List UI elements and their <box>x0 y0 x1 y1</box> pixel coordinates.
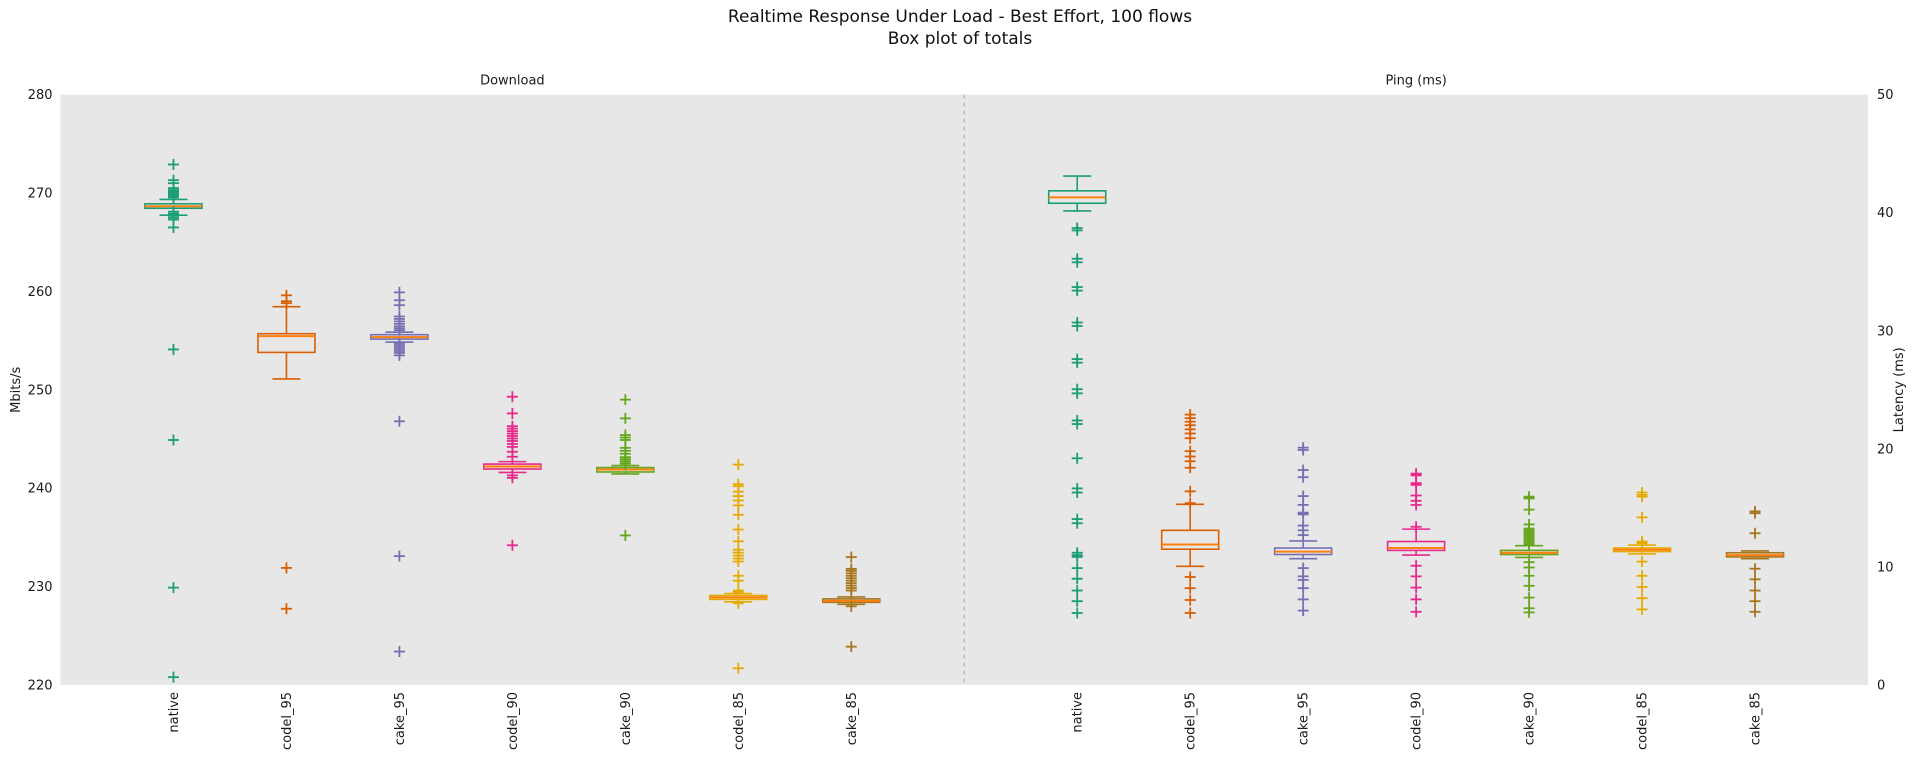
y-tick-label: 50 <box>1877 88 1894 103</box>
box-codel_85 <box>709 459 768 674</box>
chart-title: Realtime Response Under Load - Best Effo… <box>727 7 1193 27</box>
y-tick-label: 250 <box>28 383 53 398</box>
x-tick-label: codel_85 <box>1636 692 1651 750</box>
box-codel_95 <box>257 289 316 615</box>
box-native <box>1047 175 1107 619</box>
box-codel_90 <box>483 391 542 551</box>
x-tick-label: native <box>167 692 182 733</box>
box-cake_90 <box>596 394 655 541</box>
panel-title: Download <box>480 74 545 89</box>
iqr-box <box>1386 540 1446 552</box>
y-tick-label: 230 <box>28 580 53 595</box>
x-tick-label: codel_95 <box>1184 692 1199 750</box>
x-tick-label: native <box>1071 692 1086 733</box>
x-tick-label: cake_85 <box>1749 692 1764 745</box>
box-codel_85 <box>1612 487 1672 615</box>
panel-ping-ms-: Ping (ms) 0 10 20 30 40 50 Latency (ms) native co… <box>1047 74 1907 750</box>
y-tick-label: 0 <box>1877 679 1885 694</box>
x-tick-label: codel_85 <box>732 692 747 750</box>
y-axis-label: Latency (ms) <box>1892 347 1907 432</box>
y-tick-label: 10 <box>1877 560 1894 575</box>
box-codel_90 <box>1386 468 1446 618</box>
x-tick-label: codel_95 <box>280 692 295 750</box>
y-tick-label: 280 <box>28 88 53 103</box>
panel-title: Ping (ms) <box>1385 74 1446 89</box>
x-tick-label: codel_90 <box>1410 692 1425 750</box>
box-native <box>144 158 203 683</box>
y-tick-label: 30 <box>1877 324 1894 339</box>
box-cake_90 <box>1499 491 1559 618</box>
iqr-box <box>1160 529 1220 551</box>
box-cake_85 <box>1725 505 1785 618</box>
y-tick-label: 40 <box>1877 206 1894 221</box>
y-tick-label: 220 <box>28 679 53 694</box>
x-tick-label: cake_90 <box>619 692 634 745</box>
y-tick-label: 240 <box>28 482 53 497</box>
x-tick-label: cake_95 <box>1297 692 1312 745</box>
iqr-box <box>257 332 316 354</box>
box-cake_95 <box>1273 442 1333 617</box>
box-cake_95 <box>370 286 429 658</box>
box-cake_85 <box>821 551 881 653</box>
x-tick-label: cake_85 <box>845 692 860 745</box>
box-codel_95 <box>1160 409 1220 619</box>
x-tick-label: codel_90 <box>506 692 521 750</box>
y-tick-label: 270 <box>28 187 53 202</box>
x-tick-label: cake_95 <box>393 692 408 745</box>
x-tick-label: cake_90 <box>1523 692 1538 745</box>
y-tick-label: 260 <box>28 285 53 300</box>
y-tick-label: 20 <box>1877 442 1894 457</box>
chart-subtitle: Box plot of totals <box>887 29 1033 49</box>
y-axis-label: Mbits/s <box>9 367 24 413</box>
panel-download: Download 220 230 240 250 260 270 280 Mbits/s nati… <box>9 74 881 750</box>
